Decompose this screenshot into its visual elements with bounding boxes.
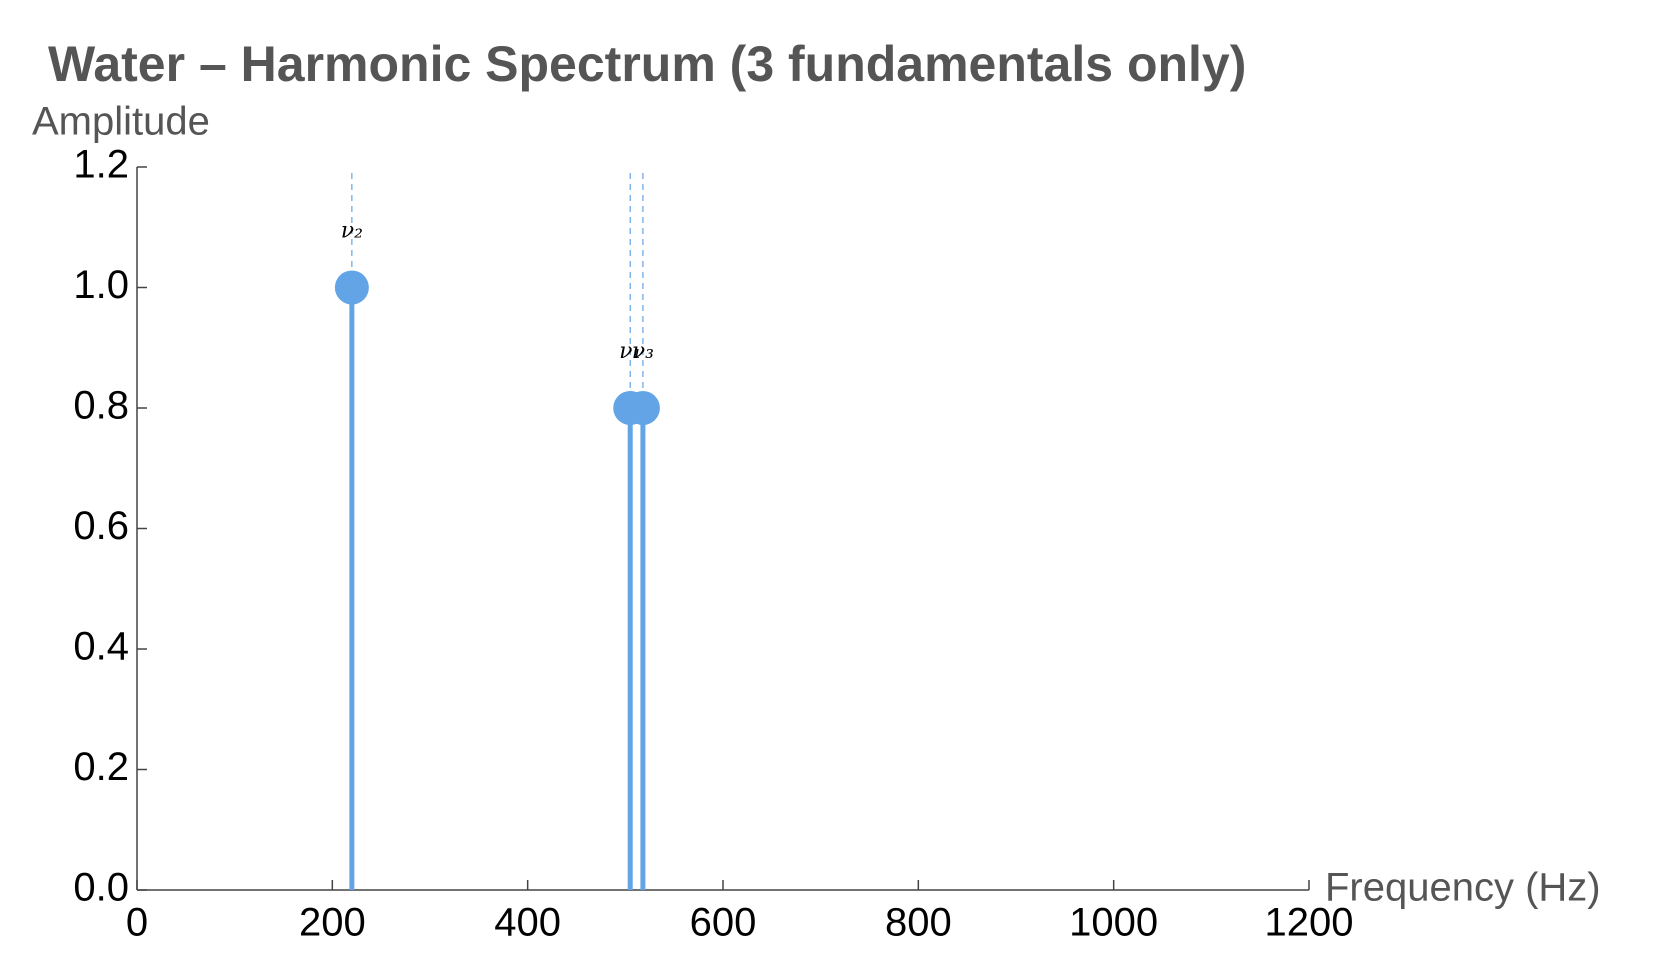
x-tick-label: 1200	[1265, 901, 1354, 945]
y-axis-label: Amplitude	[32, 100, 210, 144]
x-tick-label: 600	[690, 901, 757, 945]
y-tick-label: 0.2	[73, 745, 129, 789]
chart-title: Water – Harmonic Spectrum (3 fundamental…	[48, 36, 1246, 92]
point-label: ν₂	[341, 219, 363, 244]
y-tick-label: 0.6	[73, 504, 129, 548]
x-tick-label: 400	[494, 901, 561, 945]
x-tick-label: 1000	[1069, 901, 1158, 945]
y-tick-label: 0.0	[73, 866, 129, 910]
point-label: ν₃	[632, 339, 654, 364]
x-tick-label: 800	[885, 901, 952, 945]
x-tick-label: 200	[299, 901, 366, 945]
y-tick-label: 0.4	[73, 625, 129, 669]
stem-point	[625, 391, 660, 425]
y-tick-label: 0.8	[73, 384, 129, 428]
x-axis-label: Frequency (Hz)	[1325, 866, 1601, 910]
x-tick-label: 0	[126, 901, 148, 945]
point-label: ν₁	[619, 339, 641, 364]
stem-point	[334, 270, 369, 305]
y-tick-label: 1.2	[73, 143, 129, 187]
y-tick-label: 1.0	[73, 263, 129, 307]
